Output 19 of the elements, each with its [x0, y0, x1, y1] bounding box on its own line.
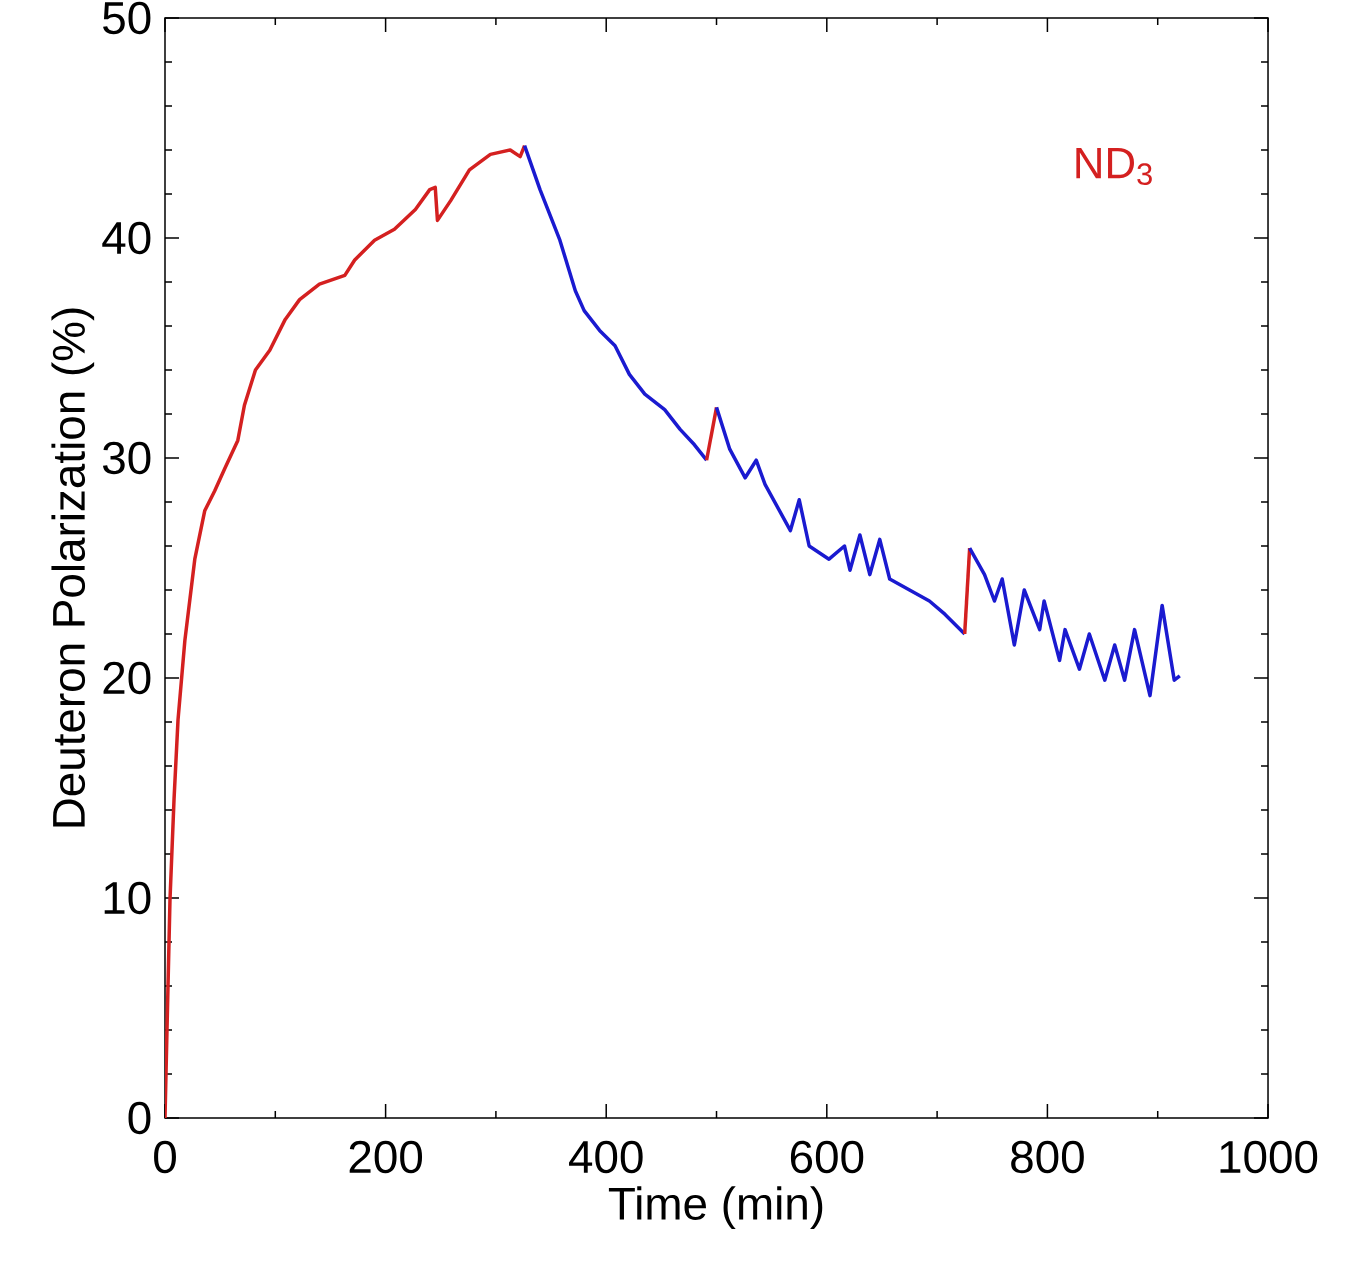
y-tick-label: 20 [103, 661, 151, 695]
y-tick-label: 30 [102, 441, 151, 475]
x-axis-title: Time (min) [608, 1186, 823, 1230]
x-tick-label: 0 [154, 1140, 176, 1174]
y-tick-label: 0 [128, 1101, 151, 1135]
x-tick-label: 400 [569, 1140, 643, 1174]
x-tick-label: 800 [1011, 1140, 1084, 1174]
line-series [165, 143, 527, 1118]
y-tick-label: 10 [104, 881, 151, 915]
line-series [967, 546, 1182, 698]
y-tick-label: 40 [102, 221, 151, 255]
x-tick-label: 600 [790, 1140, 864, 1174]
y-axis-title: Deuteron Polarization (%) [51, 308, 95, 827]
annotation: ND$_{3}$ [1076, 147, 1152, 186]
x-tick-label: 1000 [1220, 1140, 1318, 1174]
line-series [522, 143, 709, 462]
x-tick-label: 200 [349, 1140, 423, 1174]
line-series [714, 405, 967, 636]
y-tick-label: 50 [103, 1, 151, 35]
